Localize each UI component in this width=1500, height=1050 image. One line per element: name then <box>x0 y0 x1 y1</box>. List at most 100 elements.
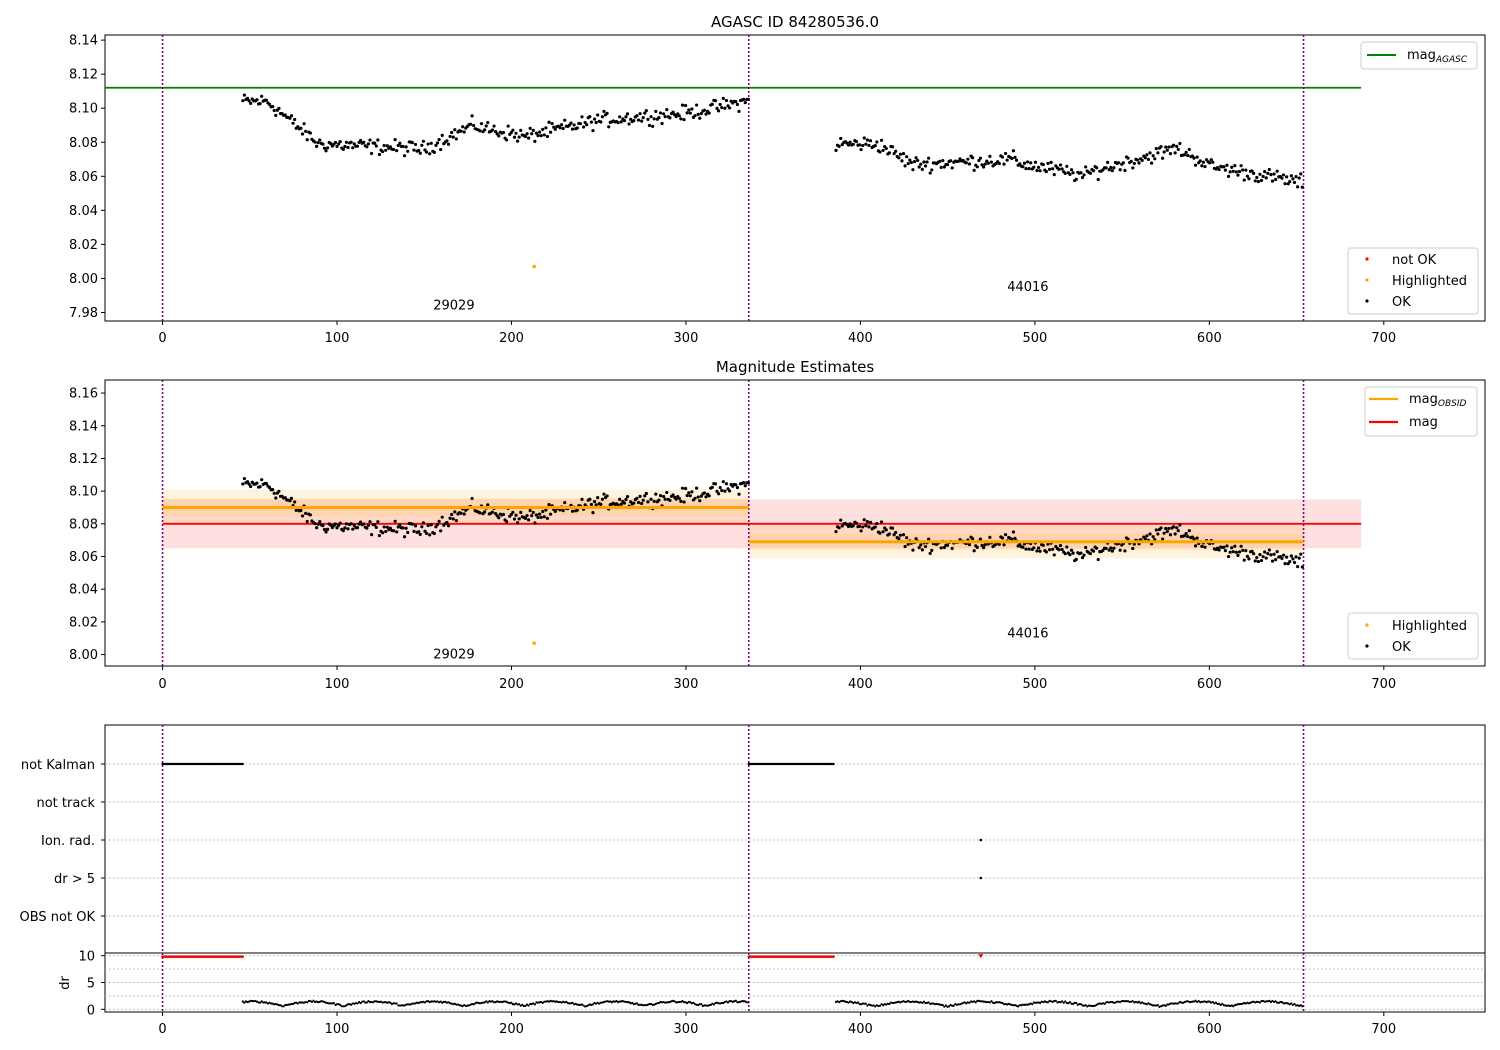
top-point <box>366 142 371 146</box>
mid-xtick-label: 400 <box>848 677 873 692</box>
top-point <box>479 122 484 126</box>
top-point <box>649 115 653 119</box>
top-point <box>1186 153 1190 158</box>
dr-point <box>1131 1000 1134 1003</box>
mid-point <box>242 476 246 481</box>
mid-point <box>887 532 891 536</box>
dr-ytick-label: 10 <box>78 950 95 965</box>
dr-point <box>1280 1001 1284 1004</box>
dr-point <box>365 1001 368 1004</box>
mid-point <box>720 488 724 493</box>
dr-point <box>952 1004 955 1007</box>
top-point <box>393 138 397 142</box>
dr-point <box>356 1002 359 1005</box>
top-point <box>271 105 275 109</box>
mid-point <box>865 520 870 524</box>
dr-point <box>709 1003 712 1007</box>
top-point <box>707 111 711 115</box>
top-point <box>685 111 689 115</box>
dr-point <box>631 1001 634 1004</box>
top-point <box>1280 176 1284 180</box>
mid-point <box>245 480 250 484</box>
top-point <box>517 135 521 139</box>
dr-point <box>1188 1000 1191 1004</box>
dr-point <box>1095 1003 1098 1006</box>
dr-point <box>1197 999 1200 1003</box>
mid-point <box>429 523 433 527</box>
mid-point <box>671 493 675 497</box>
top-point <box>468 122 473 126</box>
mid-point <box>324 530 328 534</box>
top-point <box>1253 179 1257 183</box>
top-point <box>1259 178 1264 183</box>
top-point <box>977 158 981 163</box>
mid-point <box>713 482 718 486</box>
top-point <box>516 139 520 143</box>
top-point <box>550 121 554 126</box>
top-point <box>283 113 287 117</box>
dr-point <box>976 999 979 1003</box>
mid-point <box>875 522 879 526</box>
mid-point <box>1074 557 1078 561</box>
mid-point <box>1203 545 1207 549</box>
top-point <box>988 154 992 158</box>
mid-point <box>636 500 641 505</box>
top-legend-label: not OK <box>1392 253 1437 268</box>
top-point <box>898 152 902 156</box>
top-point <box>329 142 333 146</box>
top-point <box>909 160 913 165</box>
top-point <box>1201 160 1206 164</box>
top-point <box>305 138 309 142</box>
dr-point <box>1283 1002 1287 1005</box>
top-point <box>594 120 598 125</box>
mid-point <box>640 501 644 506</box>
mid-point <box>618 497 622 501</box>
dr-point <box>243 1001 246 1004</box>
dr-point <box>686 1001 689 1005</box>
dr-point <box>571 1001 574 1004</box>
mid-point <box>544 508 548 512</box>
mid-point <box>534 513 539 517</box>
mid-ytick-label: 8.16 <box>69 387 98 402</box>
mid-point <box>734 483 738 487</box>
mid-point <box>674 497 678 501</box>
dr-point <box>1191 1000 1194 1003</box>
dr-point <box>1274 1000 1277 1003</box>
mid-point <box>1110 549 1114 553</box>
dr-point <box>880 1003 883 1006</box>
top-point <box>854 139 859 144</box>
mid-point <box>299 508 303 512</box>
top-point <box>1052 173 1056 177</box>
top-point <box>881 148 885 153</box>
dr-point <box>712 1003 715 1006</box>
top-point <box>861 143 865 148</box>
top-point <box>1222 165 1226 169</box>
mid-point <box>1173 532 1177 536</box>
mid-highlighted-point <box>532 641 536 645</box>
top-point <box>640 119 644 123</box>
top-point <box>313 140 317 144</box>
mid-point <box>519 510 523 514</box>
dr-point <box>1301 1005 1304 1008</box>
top-point <box>972 168 976 172</box>
top-point <box>1299 172 1303 176</box>
dr-point <box>291 1002 295 1006</box>
dr-point <box>518 1003 521 1006</box>
dr-point <box>850 1000 853 1004</box>
top-point <box>1151 154 1155 158</box>
dr-point <box>1068 1001 1072 1004</box>
dr-point <box>944 1004 948 1007</box>
top-point <box>1110 169 1114 173</box>
mid-point <box>646 500 650 504</box>
top-point <box>1010 156 1014 161</box>
dr-point <box>576 1003 579 1006</box>
dr-point <box>1145 1003 1148 1006</box>
top-point <box>440 133 444 137</box>
top-point <box>1000 155 1005 159</box>
mid-point <box>716 492 721 496</box>
top-point <box>1231 169 1235 173</box>
dr-point <box>439 1000 442 1003</box>
dr-point <box>372 1001 375 1004</box>
mid-point <box>1171 525 1176 529</box>
